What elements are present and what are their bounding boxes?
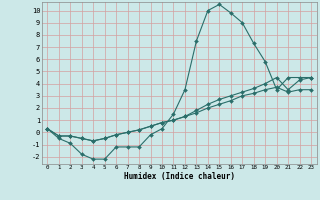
- X-axis label: Humidex (Indice chaleur): Humidex (Indice chaleur): [124, 172, 235, 181]
